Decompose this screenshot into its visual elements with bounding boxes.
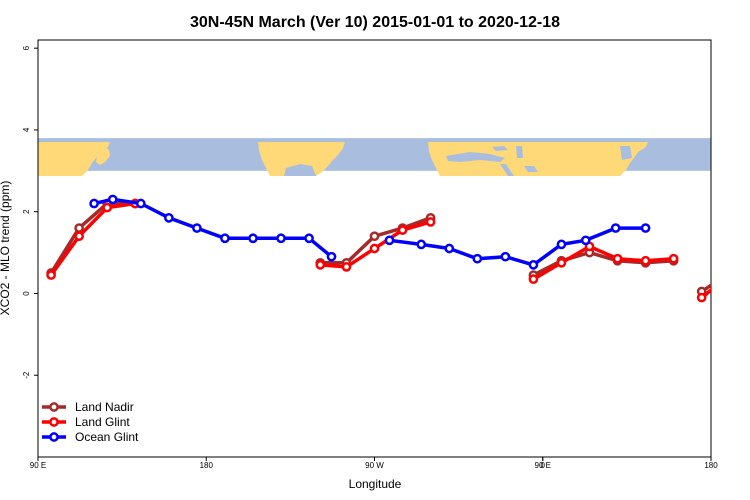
series-land-nadir [46,198,733,297]
series-ocean-glint [89,194,651,270]
series-line [700,287,711,299]
x-tick-label: 0 [541,461,546,470]
data-point [726,269,733,276]
land-east-asia-left [38,142,110,176]
series-line [93,197,333,259]
water-caspian [516,146,523,158]
data-point [500,251,511,262]
data-point [304,233,314,244]
water-mediterranean [446,152,505,162]
land-east-asia-right [590,142,648,176]
y-axis: -2 0 2 4 6 [22,45,38,379]
series-line [49,201,136,277]
series-layer [46,194,733,303]
series-line [49,201,136,274]
data-point [726,271,733,278]
data-point [528,274,539,285]
legend-label: Ocean Glint [75,430,139,444]
y-tick-label: 2 [22,209,31,214]
legend-label: Land Nadir [75,400,134,414]
water-gulf-mexico [284,164,316,176]
y-tick-label: 6 [22,45,31,50]
x-tick-label: 90 W [365,461,384,470]
series-line [532,250,674,277]
data-point [397,225,408,235]
land-north-america [258,142,345,176]
legend-marker [49,417,59,427]
y-tick-label: 4 [22,127,31,132]
legend-marker [49,402,59,412]
x-tick-label: 90 E [30,461,46,470]
data-point [192,223,202,233]
data-point [696,292,707,303]
data-point [326,251,337,262]
data-point [640,255,651,266]
data-point [89,198,99,209]
data-point [472,253,483,264]
series-line [700,283,711,293]
legend-label: Land Glint [75,415,130,429]
legend-marker [49,432,59,442]
data-point [135,198,146,209]
data-point [556,257,567,268]
data-point [315,260,326,270]
data-point [248,233,258,244]
data-point [640,223,651,233]
data-point [444,243,455,254]
data-point [74,231,84,242]
data-point [164,212,174,223]
x-tick-label: 180 [704,461,718,470]
data-point [668,253,679,264]
water-persian-gulf [524,166,538,172]
x-axis: 90 E 180 90 W 090 E 180 [30,457,718,470]
data-point [425,217,436,227]
data-point [369,243,380,254]
data-point [610,223,621,233]
water-red-sea [500,164,514,176]
data-point [416,239,427,250]
x-tick-label: 90 E [535,461,551,470]
y-axis-label: XCO2 - MLO trend (ppm) [0,181,12,316]
series-line [389,226,646,267]
data-point [369,231,380,242]
data-point [556,239,567,250]
x-axis-label: Longitude [349,477,402,491]
data-point [107,194,118,205]
land-eurasia [428,142,590,176]
y-tick-label: -2 [22,371,31,379]
data-point [74,223,84,233]
water-yellow-sea [620,146,632,160]
map-land [38,142,648,176]
data-point [612,253,623,264]
series-land-glint [46,198,733,303]
y-tick-label: 0 [22,291,31,296]
data-point [276,233,286,244]
land-japan-left [96,146,110,165]
chart-title: 30N-45N March (Ver 10) 2015-01-01 to 202… [190,14,560,31]
data-point [46,270,56,280]
water-black-sea [492,146,508,151]
world-map-strip [38,138,711,176]
data-point [341,262,352,272]
x-tick-label: 180 [200,461,214,470]
data-point [384,235,395,246]
data-point [528,260,539,270]
data-point [580,235,591,246]
data-point [220,233,230,244]
map-inland-water [284,146,632,176]
data-point [102,202,113,213]
